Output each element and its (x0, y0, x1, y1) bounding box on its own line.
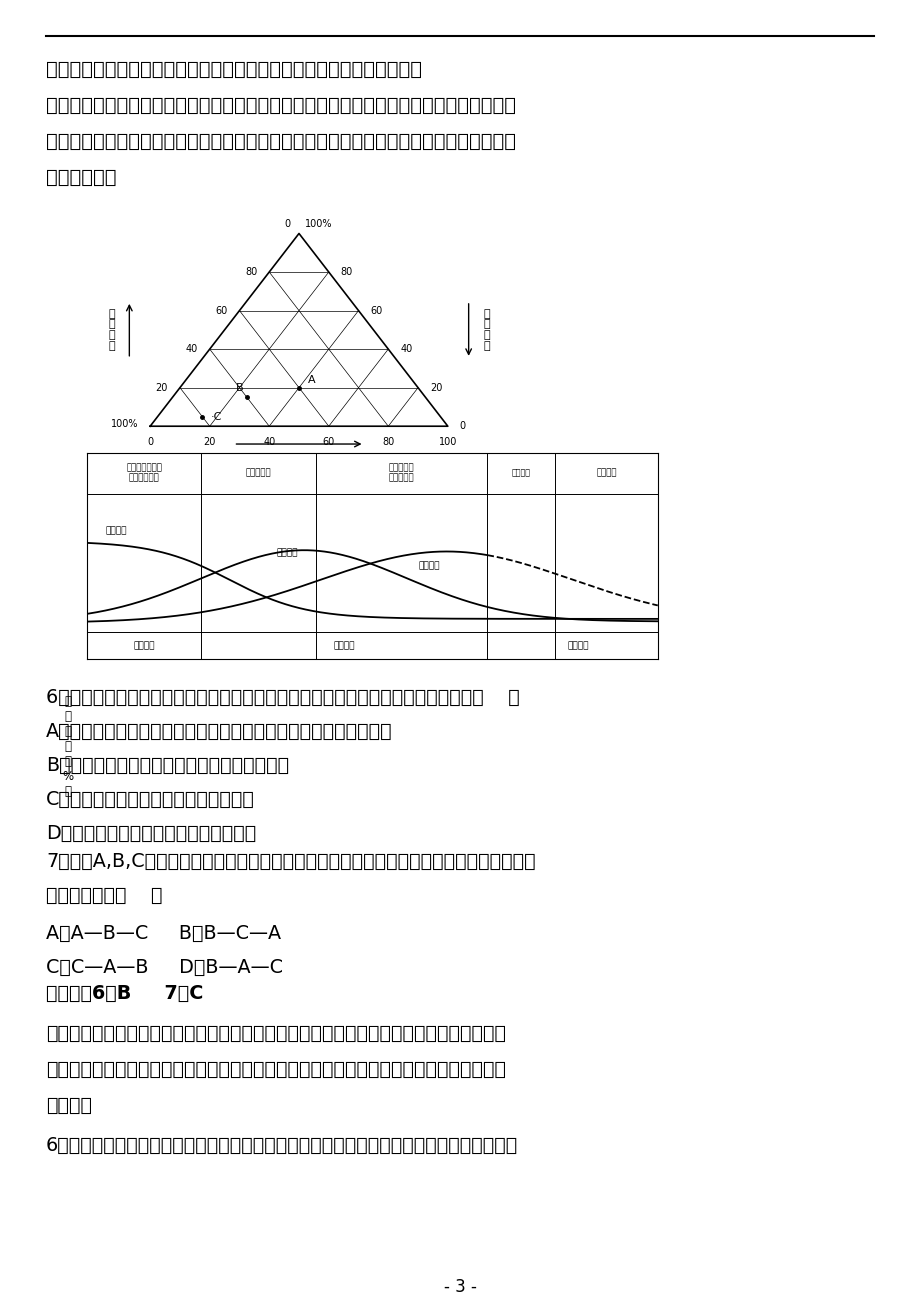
Text: C．工业化的起步源于本阶段科技的创新: C．工业化的起步源于本阶段科技的创新 (46, 790, 255, 809)
Text: - 3 -: - 3 - (443, 1279, 476, 1295)
Text: A: A (308, 375, 315, 385)
Text: 40: 40 (263, 437, 275, 448)
Text: 80: 80 (244, 267, 257, 277)
Text: C．C—A—B     D．B—A—C: C．C—A—B D．B—A—C (46, 958, 283, 976)
Text: 100%: 100% (304, 219, 332, 229)
Text: 0: 0 (460, 422, 465, 431)
Text: 6．在区域发展的初期阶段，下列关于区域内产业结构及产业特征的说法，正确的是（    ）: 6．在区域发展的初期阶段，下列关于区域内产业结构及产业特征的说法，正确的是（ ） (46, 687, 519, 707)
Text: 20: 20 (203, 437, 216, 448)
Text: 60: 60 (323, 437, 335, 448)
Text: 初期阶段: 初期阶段 (133, 641, 155, 650)
Text: 60: 60 (370, 306, 382, 315)
Text: 下下面小题。: 下下面小题。 (46, 168, 117, 187)
Text: 【解析】根据材料信息，判断区域在不同发展阶段的主要产业类型。结合曲线形态，分析三: 【解析】根据材料信息，判断区域在不同发展阶段的主要产业类型。结合曲线形态，分析三 (46, 1023, 505, 1043)
Text: 衰落阶段: 衰落阶段 (567, 641, 588, 650)
Text: 区域的发展一般可分为三个阶段：初期阶段、成长阶段和衰落阶段。初期阶段主要表现为以: 区域的发展一般可分为三个阶段：初期阶段、成长阶段和衰落阶段。初期阶段主要表现为以 (46, 96, 516, 115)
Text: 正确的顺序是（    ）: 正确的顺序是（ ） (46, 885, 163, 905)
Text: ·C: ·C (211, 411, 222, 422)
Text: 第一产业: 第一产业 (105, 526, 127, 535)
Text: 转型阶段: 转型阶段 (511, 469, 530, 477)
Text: 第二产业: 第二产业 (276, 548, 298, 557)
Text: 传统农业为主体，成长阶段可分为工业化阶段和高效益的综合发展阶段。结合下图，回答以: 传统农业为主体，成长阶段可分为工业化阶段和高效益的综合发展阶段。结合下图，回答以 (46, 132, 516, 151)
Text: 工业化阶段: 工业化阶段 (245, 469, 271, 477)
Text: 统中最主要也是最关键的部位，而这又正是最容易遭受人类破坏的部分。: 统中最主要也是最关键的部位，而这又正是最容易遭受人类破坏的部分。 (46, 60, 422, 79)
Text: A．A—B—C     B．B—C—A: A．A—B—C B．B—C—A (46, 924, 281, 943)
Text: 0: 0 (284, 219, 289, 229)
Text: 60: 60 (215, 306, 227, 315)
Text: 6．根据材料信息，在区域发展的初期阶段，第一产业为主。在工业化阶段，第二产业比重增: 6．根据材料信息，在区域发展的初期阶段，第一产业为主。在工业化阶段，第二产业比重… (46, 1137, 517, 1155)
Text: 第三产业: 第三产业 (418, 561, 440, 570)
Text: 第
二
产
业: 第 二 产 业 (482, 309, 489, 352)
Text: 7．图中A,B,C各点分别代表区域发展不同时期的产业结构特征。从区域发展的过程来看，其: 7．图中A,B,C各点分别代表区域发展不同时期的产业结构特征。从区域发展的过程来… (46, 852, 535, 871)
Text: 成长阶段: 成长阶段 (333, 641, 355, 650)
Text: 40: 40 (400, 344, 412, 354)
Text: 再生阶段: 再生阶段 (596, 469, 616, 477)
Text: B: B (236, 383, 244, 393)
Text: 100: 100 (438, 437, 457, 448)
Text: 产
业
比
重
（
%
）: 产 业 比 重 （ % ） (62, 694, 74, 798)
Text: 类产业所占比重的变化特点。根据三角坐标图中，各类产业所占的比重，判断对应发展阶段: 类产业所占比重的变化特点。根据三角坐标图中，各类产业所占的比重，判断对应发展阶段 (46, 1060, 505, 1079)
Text: 第
三
产
业: 第 三 产 业 (108, 309, 115, 352)
Text: 第一产业: 第一产业 (285, 453, 312, 466)
Text: 【答案】6．B     7．C: 【答案】6．B 7．C (46, 984, 203, 1003)
Text: 80: 80 (340, 267, 353, 277)
Text: D．人地关系的不协调已表现得比较明显: D．人地关系的不协调已表现得比较明显 (46, 824, 256, 842)
Text: 80: 80 (381, 437, 394, 448)
Text: A．第二产业所占的比重迅速上升，第三产业表现出加速发展的趋势: A．第二产业所占的比重迅速上升，第三产业表现出加速发展的趋势 (46, 723, 392, 741)
Text: 20: 20 (155, 383, 168, 393)
Text: 100%: 100% (110, 419, 138, 428)
Text: 0: 0 (147, 437, 153, 448)
Text: 以传统农业为主
体的发展阶段: 以传统农业为主 体的发展阶段 (127, 464, 162, 482)
Text: 高效益的综
合发展阶段: 高效益的综 合发展阶段 (388, 464, 414, 482)
Text: 的顺序。: 的顺序。 (46, 1096, 92, 1115)
Text: B．传统农业占较大比重，工业化处于起步阶段: B．传统农业占较大比重，工业化处于起步阶段 (46, 756, 289, 775)
Text: 40: 40 (186, 344, 198, 354)
Text: 时间（发展阶段）: 时间（发展阶段） (487, 615, 542, 628)
Text: 20: 20 (429, 383, 442, 393)
